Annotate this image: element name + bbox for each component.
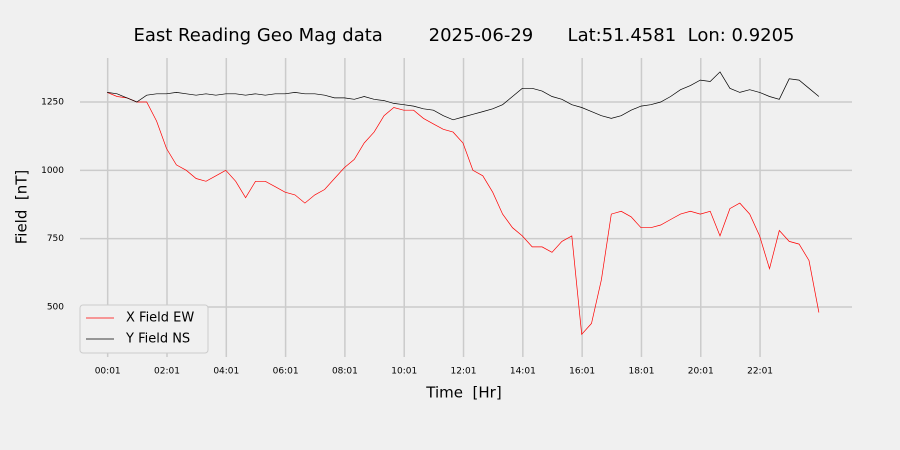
x-tick-label: 20:01 (688, 367, 714, 377)
series-line (107, 92, 820, 336)
x-tick-label: 12:01 (451, 367, 477, 377)
y-axis-label: Field [nT] (13, 170, 31, 245)
y-tick-label: 500 (47, 302, 64, 312)
y-tick-label: 750 (47, 234, 64, 244)
x-tick-label: 02:01 (154, 367, 180, 377)
legend-box (79, 304, 209, 354)
x-tick-label: 14:01 (510, 367, 536, 377)
y-tick-label: 1250 (41, 98, 64, 108)
x-tick-label: 08:01 (332, 367, 358, 377)
x-tick-label: 04:01 (213, 367, 239, 377)
x-tick-label: 06:01 (273, 367, 299, 377)
x-tick-label: 00:01 (95, 367, 121, 377)
legend-label: X Field EW (126, 311, 194, 326)
x-tick-label: 22:01 (747, 367, 773, 377)
x-tick-label: 16:01 (569, 367, 595, 377)
legend: X Field EW Y Field NS (79, 304, 209, 354)
x-tick-label: 10:01 (391, 367, 417, 377)
x-tick-label: 18:01 (628, 367, 654, 377)
legend-label: Y Field NS (125, 332, 190, 347)
y-tick-label: 1000 (41, 166, 64, 176)
x-axis-label: Time [Hr] (425, 384, 501, 402)
chart-title: East Reading Geo Mag data 2025-06-29 Lat… (133, 25, 794, 46)
series-line (107, 71, 820, 121)
